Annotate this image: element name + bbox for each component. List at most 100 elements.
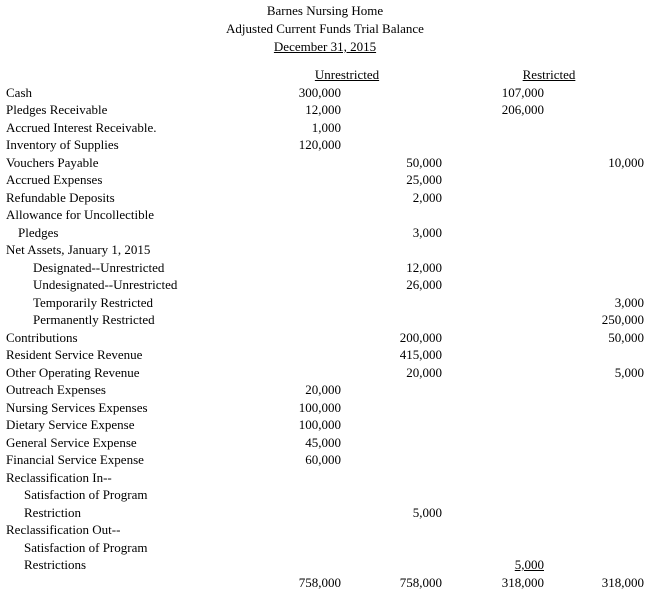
table-row: Undesignated--Unrestricted 26,000 [0, 276, 650, 294]
restricted-credit-cell [544, 171, 644, 189]
account-label: Permanently Restricted [33, 312, 155, 327]
restricted-credit-cell [544, 119, 644, 137]
table-row: Reclassification Out-- [0, 521, 650, 539]
unrestricted-debit-cell [240, 486, 341, 504]
unrestricted-credit-cell [341, 556, 442, 574]
unrestricted-debit-cell [240, 469, 341, 487]
account-label: Restrictions [24, 557, 87, 572]
restricted-debit-cell [442, 224, 544, 242]
unrestricted-debit-cell: 100,000 [298, 417, 341, 432]
restricted-debit-cell: 206,000 [501, 102, 544, 117]
restricted-debit-cell [442, 434, 544, 452]
table-row: Vouchers Payable 50,000 10,000 [0, 154, 650, 172]
account-label: Dietary Service Expense [6, 417, 135, 432]
account-label: Other Operating Revenue [6, 364, 140, 380]
account-label: Reclassification In-- [6, 469, 112, 485]
table-row: Cash 300,000 107,000 [0, 84, 650, 102]
restricted-debit-cell [442, 311, 544, 329]
table-row: Net Assets, January 1, 2015 [0, 241, 650, 259]
account-label: Designated--Unrestricted [33, 259, 165, 275]
unrestricted-debit-cell: 12,000 [305, 102, 341, 117]
unrestricted-credit-cell [341, 136, 442, 154]
unrestricted-debit-cell [240, 154, 341, 172]
restricted-credit-cell: 50,000 [608, 329, 644, 345]
restricted-credit-cell [544, 101, 644, 119]
table-row: Accrued Expenses 25,000 [0, 171, 650, 189]
restricted-credit-cell [544, 381, 644, 399]
unrestricted-credit-cell [341, 416, 442, 434]
account-label: Satisfaction of Program [24, 487, 148, 502]
restricted-credit-cell: 250,000 [601, 312, 644, 327]
unrestricted-debit-cell [240, 311, 341, 329]
restricted-credit-cell [544, 539, 644, 557]
unrestricted-credit-cell: 200,000 [399, 329, 442, 345]
unrestricted-credit-cell [341, 119, 442, 137]
restricted-debit-cell [442, 381, 544, 399]
restricted-debit-cell [442, 416, 544, 434]
unrestricted-debit-cell: 120,000 [298, 137, 341, 152]
table-row: Financial Service Expense 60,000 [0, 451, 650, 469]
unrestricted-credit-cell [341, 469, 442, 487]
document-header: Barnes Nursing Home Adjusted Current Fun… [0, 0, 650, 56]
restricted-debit-cell: 107,000 [501, 84, 544, 100]
unrestricted-debit-cell: 100,000 [298, 399, 341, 415]
unrestricted-credit-cell [341, 294, 442, 312]
restricted-credit-cell [544, 416, 644, 434]
statement-title: Adjusted Current Funds Trial Balance [226, 21, 424, 36]
restricted-credit-cell [544, 434, 644, 452]
company-name: Barnes Nursing Home [266, 3, 384, 18]
unrestricted-debit-cell: 45,000 [305, 434, 341, 450]
unrestricted-credit-cell [341, 399, 442, 417]
restricted-debit-cell [442, 346, 544, 364]
account-label: Outreach Expenses [6, 382, 106, 397]
unrestricted-credit-cell [341, 486, 442, 504]
account-label: Accrued Expenses [6, 172, 103, 187]
restricted-debit-cell [442, 521, 544, 539]
restricted-credit-cell [544, 189, 644, 207]
account-label: Resident Service Revenue [6, 347, 143, 362]
restricted-debit-cell [442, 364, 544, 382]
unrestricted-credit-cell: 50,000 [406, 154, 442, 170]
table-row: Dietary Service Expense 100,000 [0, 416, 650, 434]
unrestricted-credit-cell: 5,000 [412, 504, 442, 520]
table-row: Designated--Unrestricted 12,000 [0, 259, 650, 277]
restricted-debit-cell [442, 119, 544, 137]
table-row: Permanently Restricted 250,000 [0, 311, 650, 329]
restricted-debit-cell [442, 539, 544, 557]
account-label: Accrued Interest Receivable. [6, 119, 157, 135]
account-label: Vouchers Payable [6, 154, 99, 170]
statement-date: December 31, 2015 [0, 38, 650, 56]
label-column-spacer [0, 66, 240, 84]
unrestricted-debit-cell [240, 329, 341, 347]
table-row: Outreach Expenses 20,000 [0, 381, 650, 399]
restricted-debit-cell [442, 206, 544, 224]
account-label: Temporarily Restricted [33, 294, 154, 310]
account-label: Reclassification Out-- [6, 522, 121, 537]
unrestricted-debit-cell [240, 539, 341, 557]
account-label: Cash [6, 84, 32, 100]
unrestricted-column-group: Unrestricted [246, 66, 448, 84]
unrestricted-credit-cell [341, 434, 442, 452]
unrestricted-debit-cell [240, 346, 341, 364]
restricted-debit-cell [442, 504, 544, 522]
unrestricted-credit-cell [341, 241, 442, 259]
restricted-debit-cell [442, 294, 544, 312]
table-row: Nursing Services Expenses 100,000 [0, 399, 650, 417]
account-label: Financial Service Expense [6, 452, 144, 467]
unrestricted-credit-cell [341, 451, 442, 469]
unrestricted-debit-cell [240, 294, 341, 312]
table-row: Resident Service Revenue 415,000 [0, 346, 650, 364]
unrestricted-credit-cell [341, 84, 442, 102]
table-row: Restrictions 5,000 [0, 556, 650, 574]
unrestricted-debit-cell: 20,000 [305, 382, 341, 397]
restricted-credit-cell: 10,000 [608, 154, 644, 170]
account-label: Pledges [18, 224, 59, 240]
table-row: Other Operating Revenue 20,000 5,000 [0, 364, 650, 382]
restricted-debit-cell [442, 451, 544, 469]
restricted-debit-cell [442, 276, 544, 294]
table-row: Refundable Deposits 2,000 [0, 189, 650, 207]
unrestricted-column-header: Unrestricted [314, 67, 380, 82]
table-row: Reclassification In-- [0, 469, 650, 487]
total-unrestricted-debit: 758,000 [298, 574, 341, 590]
